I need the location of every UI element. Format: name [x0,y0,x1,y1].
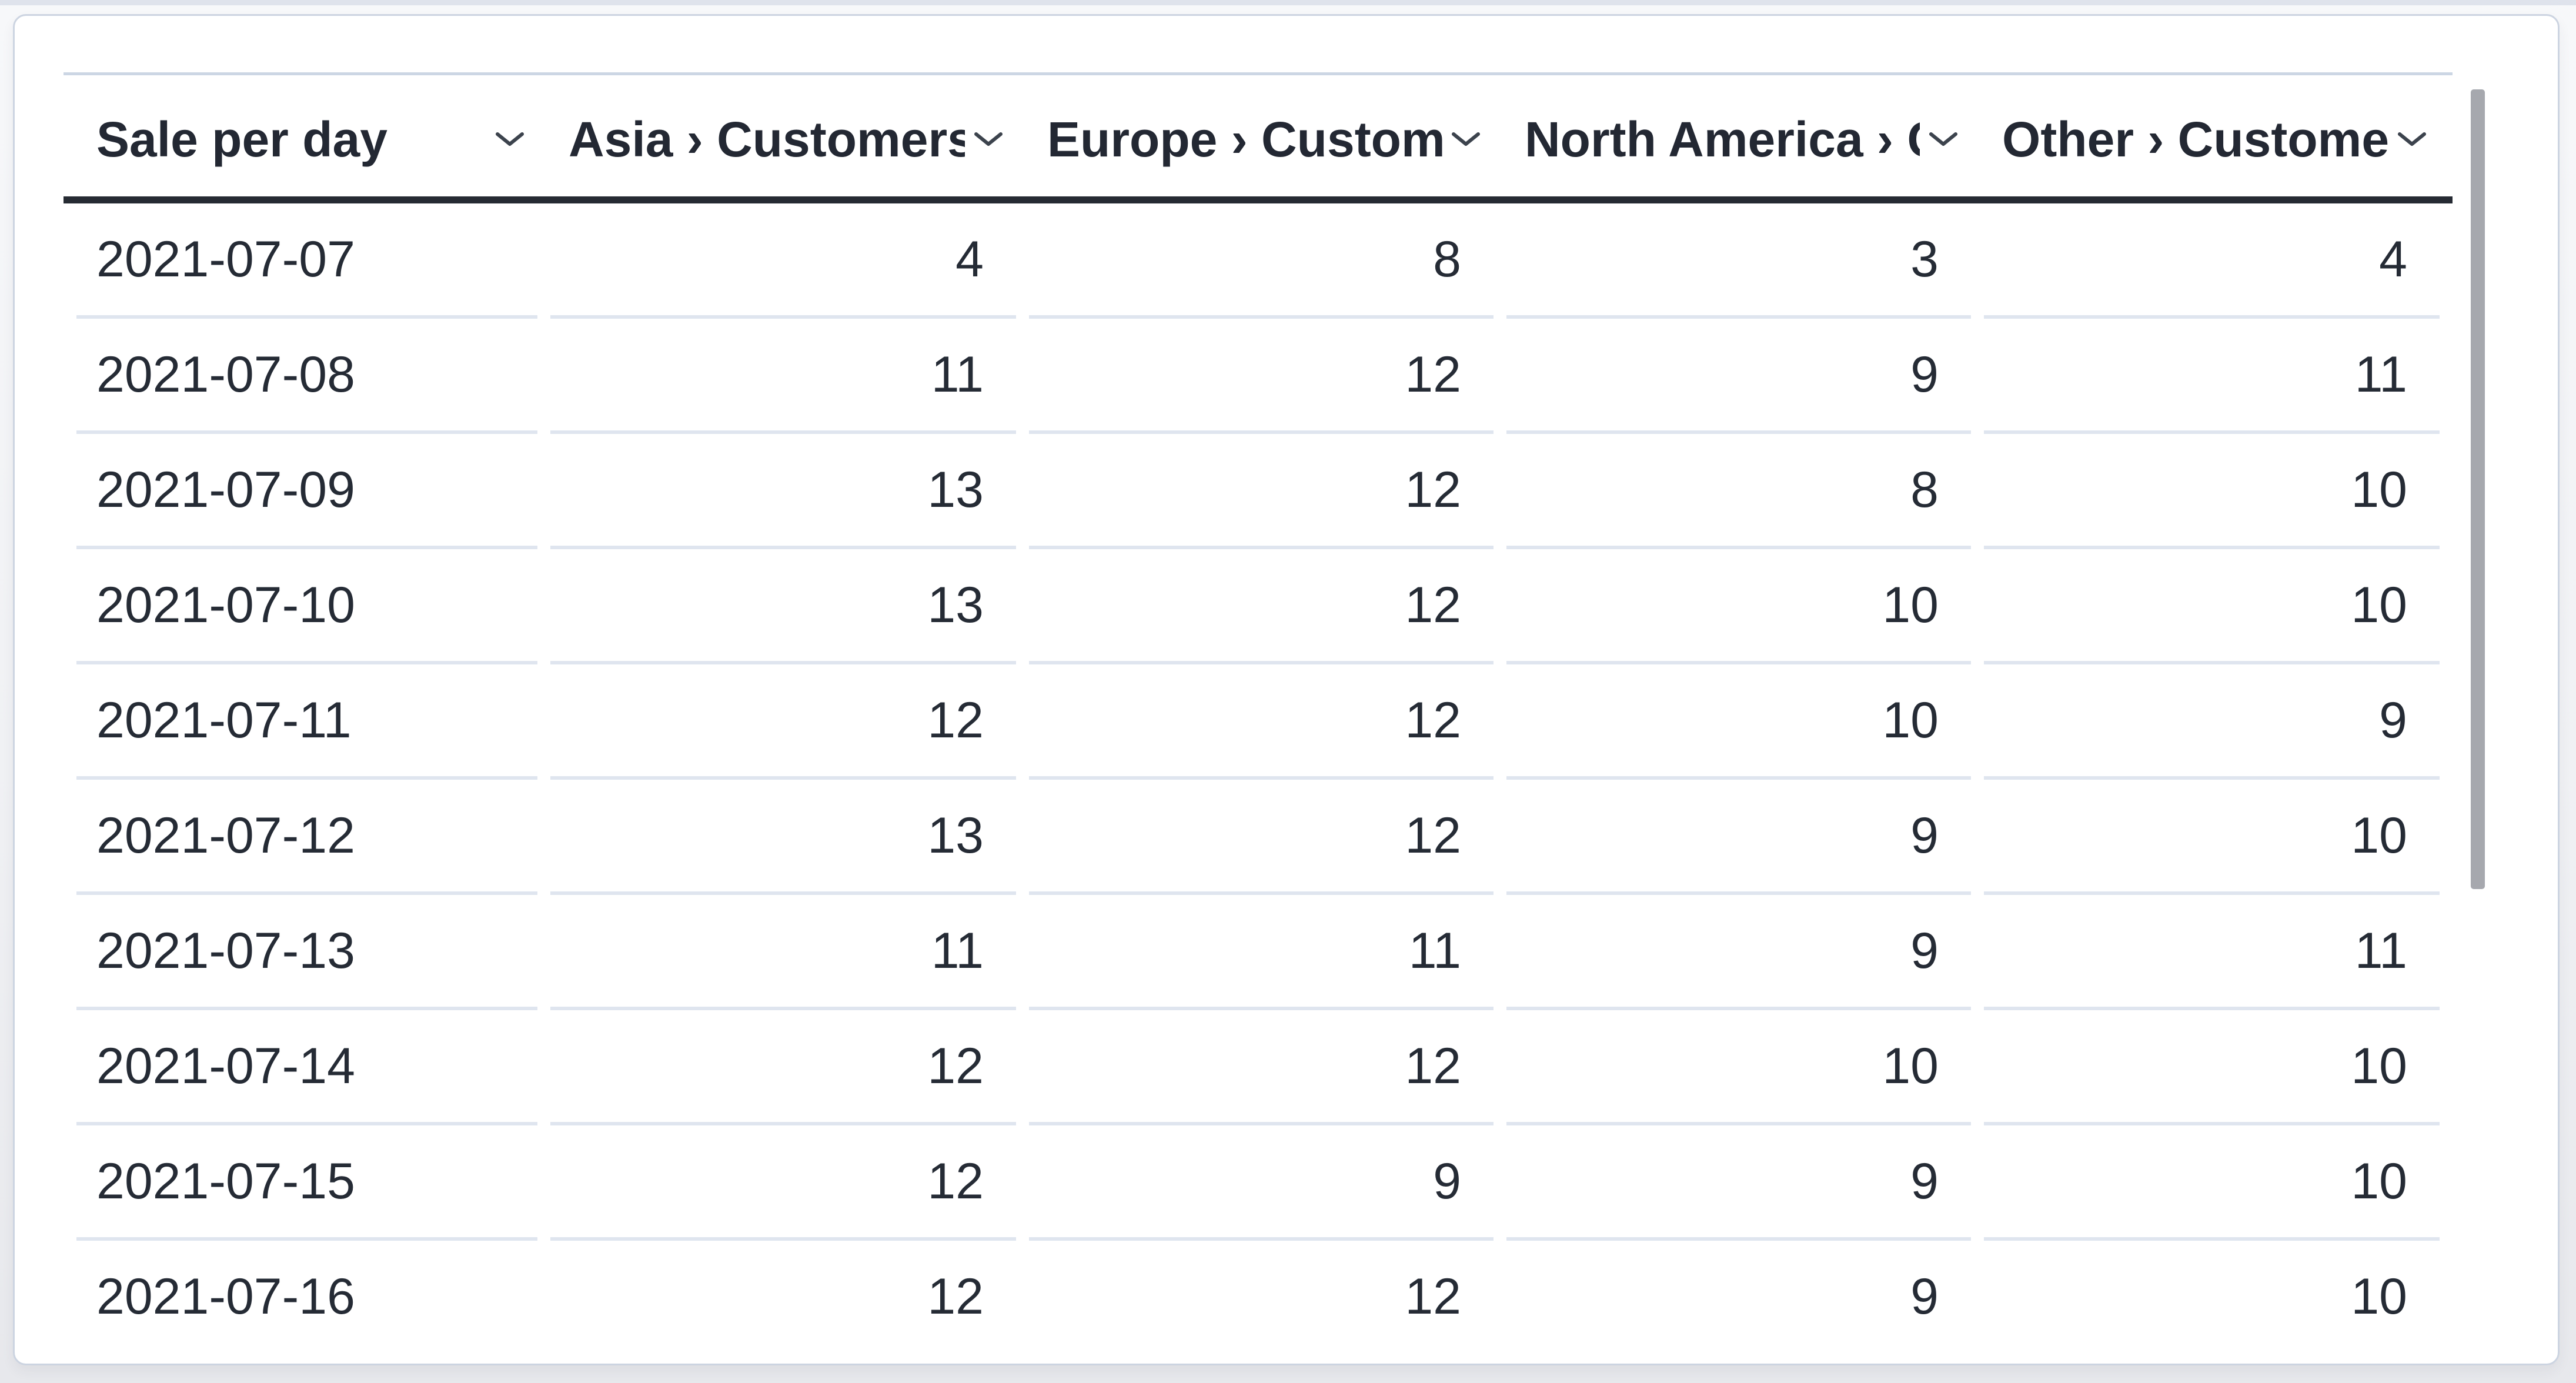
table-row: 2021-07-14 12 12 10 10 [76,1010,2440,1125]
date-cell[interactable]: 2021-07-09 [76,434,537,549]
date-cell[interactable]: 2021-07-10 [76,549,537,664]
value-cell[interactable]: 4 [1984,203,2440,319]
table-scroll-area: Sale per day Asia › Customers Europe › C… [64,72,2453,1348]
column-header-label: Other › Customers [2002,111,2388,167]
value-cell[interactable]: 12 [1029,434,1494,549]
value-cell[interactable]: 10 [1984,549,2440,664]
value-cell[interactable]: 10 [1506,549,1971,664]
value-cell[interactable]: 8 [1506,434,1971,549]
table-row: 2021-07-13 11 11 9 11 [76,895,2440,1010]
value-cell[interactable]: 10 [1984,1241,2440,1348]
table-row: 2021-07-08 11 12 9 11 [76,319,2440,434]
value-cell[interactable]: 12 [1029,319,1494,434]
table-row: 2021-07-12 13 12 9 10 [76,780,2440,895]
value-cell[interactable]: 12 [1029,780,1494,895]
header-underline [64,196,2453,203]
value-cell[interactable]: 12 [550,1125,1016,1241]
value-cell[interactable]: 13 [550,549,1016,664]
value-cell[interactable]: 12 [550,664,1016,780]
sales-table: Sale per day Asia › Customers Europe › C… [64,75,2453,1348]
chevron-down-icon [496,132,524,146]
value-cell[interactable]: 11 [1029,895,1494,1010]
header-row: Sale per day Asia › Customers Europe › C… [76,75,2440,203]
value-cell[interactable]: 9 [1506,319,1971,434]
chevron-down-icon [1452,132,1480,146]
value-cell[interactable]: 13 [550,434,1016,549]
date-cell[interactable]: 2021-07-07 [76,203,537,319]
column-header-north-america-customers[interactable]: North America › Customers [1506,75,1971,203]
value-cell[interactable]: 9 [1506,895,1971,1010]
value-cell[interactable]: 10 [1984,1010,2440,1125]
date-cell[interactable]: 2021-07-11 [76,664,537,780]
date-cell[interactable]: 2021-07-12 [76,780,537,895]
value-cell[interactable]: 9 [1984,664,2440,780]
chevron-down-icon [1929,132,1957,146]
column-header-label: Europe › Customers [1047,111,1442,167]
value-cell[interactable]: 12 [1029,1241,1494,1348]
table-card: Sale per day Asia › Customers Europe › C… [13,14,2560,1365]
value-cell[interactable]: 12 [550,1241,1016,1348]
table-row: 2021-07-15 12 9 9 10 [76,1125,2440,1241]
column-header-europe-customers[interactable]: Europe › Customers [1029,75,1494,203]
date-cell[interactable]: 2021-07-13 [76,895,537,1010]
value-cell[interactable]: 12 [1029,1010,1494,1125]
column-header-sale-per-day[interactable]: Sale per day [76,75,537,203]
date-cell[interactable]: 2021-07-15 [76,1125,537,1241]
date-cell[interactable]: 2021-07-14 [76,1010,537,1125]
value-cell[interactable]: 9 [1506,780,1971,895]
date-cell[interactable]: 2021-07-16 [76,1241,537,1348]
chevron-down-icon [974,132,1003,146]
table-top-border [64,72,2453,75]
value-cell[interactable]: 10 [1984,434,2440,549]
value-cell[interactable]: 9 [1506,1125,1971,1241]
top-edge-line [0,0,2576,5]
value-cell[interactable]: 11 [1984,895,2440,1010]
column-header-label: North America › Customers [1525,111,1920,167]
table-row: 2021-07-07 4 8 3 4 [76,203,2440,319]
value-cell[interactable]: 12 [550,1010,1016,1125]
value-cell[interactable]: 11 [1984,319,2440,434]
value-cell[interactable]: 9 [1029,1125,1494,1241]
value-cell[interactable]: 12 [1029,664,1494,780]
column-header-asia-customers[interactable]: Asia › Customers [550,75,1016,203]
column-header-label: Asia › Customers [569,111,965,167]
value-cell[interactable]: 8 [1029,203,1494,319]
date-cell[interactable]: 2021-07-08 [76,319,537,434]
value-cell[interactable]: 3 [1506,203,1971,319]
value-cell[interactable]: 11 [550,319,1016,434]
table-row: 2021-07-16 12 12 9 10 [76,1241,2440,1348]
value-cell[interactable]: 10 [1506,1010,1971,1125]
table-row: 2021-07-10 13 12 10 10 [76,549,2440,664]
table-row: 2021-07-11 12 12 10 9 [76,664,2440,780]
value-cell[interactable]: 13 [550,780,1016,895]
value-cell[interactable]: 11 [550,895,1016,1010]
value-cell[interactable]: 10 [1984,780,2440,895]
column-header-other-customers[interactable]: Other › Customers [1984,75,2440,203]
value-cell[interactable]: 10 [1984,1125,2440,1241]
value-cell[interactable]: 4 [550,203,1016,319]
table-row: 2021-07-09 13 12 8 10 [76,434,2440,549]
column-header-label: Sale per day [96,111,387,167]
vertical-scrollbar-thumb[interactable] [2471,89,2485,889]
value-cell[interactable]: 12 [1029,549,1494,664]
value-cell[interactable]: 10 [1506,664,1971,780]
value-cell[interactable]: 9 [1506,1241,1971,1348]
chevron-down-icon [2398,132,2426,146]
